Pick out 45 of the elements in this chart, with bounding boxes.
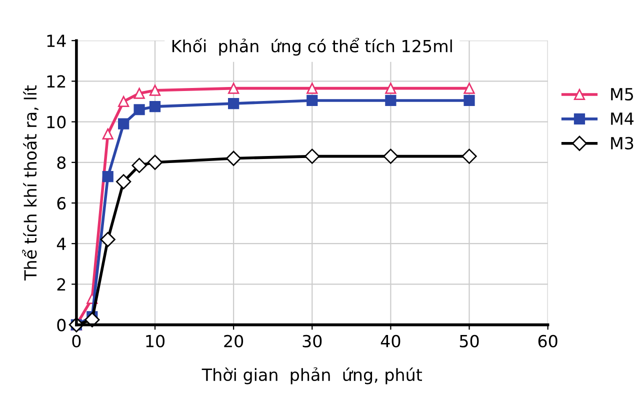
point [385, 94, 396, 106]
point [147, 154, 163, 170]
legend-label: M3 [611, 136, 634, 150]
point [116, 174, 132, 190]
point [464, 82, 475, 94]
point [102, 171, 114, 182]
y-axis-title: Thể tích khí thoát ra, lít [22, 85, 38, 280]
chart-title: Khối phản ứng có thể tích 125ml [172, 38, 452, 56]
point [228, 98, 240, 110]
y-tick-label: 10 [47, 116, 66, 128]
point [228, 82, 240, 94]
point [134, 104, 145, 116]
point [226, 150, 242, 166]
x-tick-label: 50 [460, 334, 479, 348]
point [304, 148, 320, 164]
y-tick-label: 0 [57, 318, 66, 332]
point [100, 232, 116, 248]
point [118, 96, 130, 108]
y-tick-label: 4 [56, 238, 66, 250]
point [306, 82, 318, 94]
point [306, 94, 318, 106]
y-tick-label: 2 [57, 278, 66, 291]
legend-label: M4 [611, 112, 634, 125]
x-axis-title: Thời gian phản ứng, phút [202, 367, 422, 384]
x-tick-label: 60 [538, 334, 558, 348]
point [118, 118, 130, 130]
legend-label: M5 [611, 88, 634, 101]
x-tick-label: 10 [146, 334, 164, 348]
point [149, 101, 161, 112]
x-tick-label: 0 [72, 334, 81, 348]
y-tick-label: 14 [47, 34, 66, 47]
point [462, 148, 477, 164]
point [383, 148, 398, 164]
x-tick-label: 40 [380, 334, 400, 348]
point [132, 158, 147, 174]
point [134, 88, 145, 99]
y-tick-label: 8 [57, 156, 66, 169]
y-tick-label: 12 [47, 75, 66, 88]
x-tick-label: 30 [302, 334, 322, 348]
point [385, 82, 396, 94]
y-tick-label: 6 [57, 196, 66, 210]
point [102, 128, 114, 140]
point [149, 84, 161, 96]
x-tick-label: 20 [224, 334, 244, 348]
point [464, 94, 475, 106]
